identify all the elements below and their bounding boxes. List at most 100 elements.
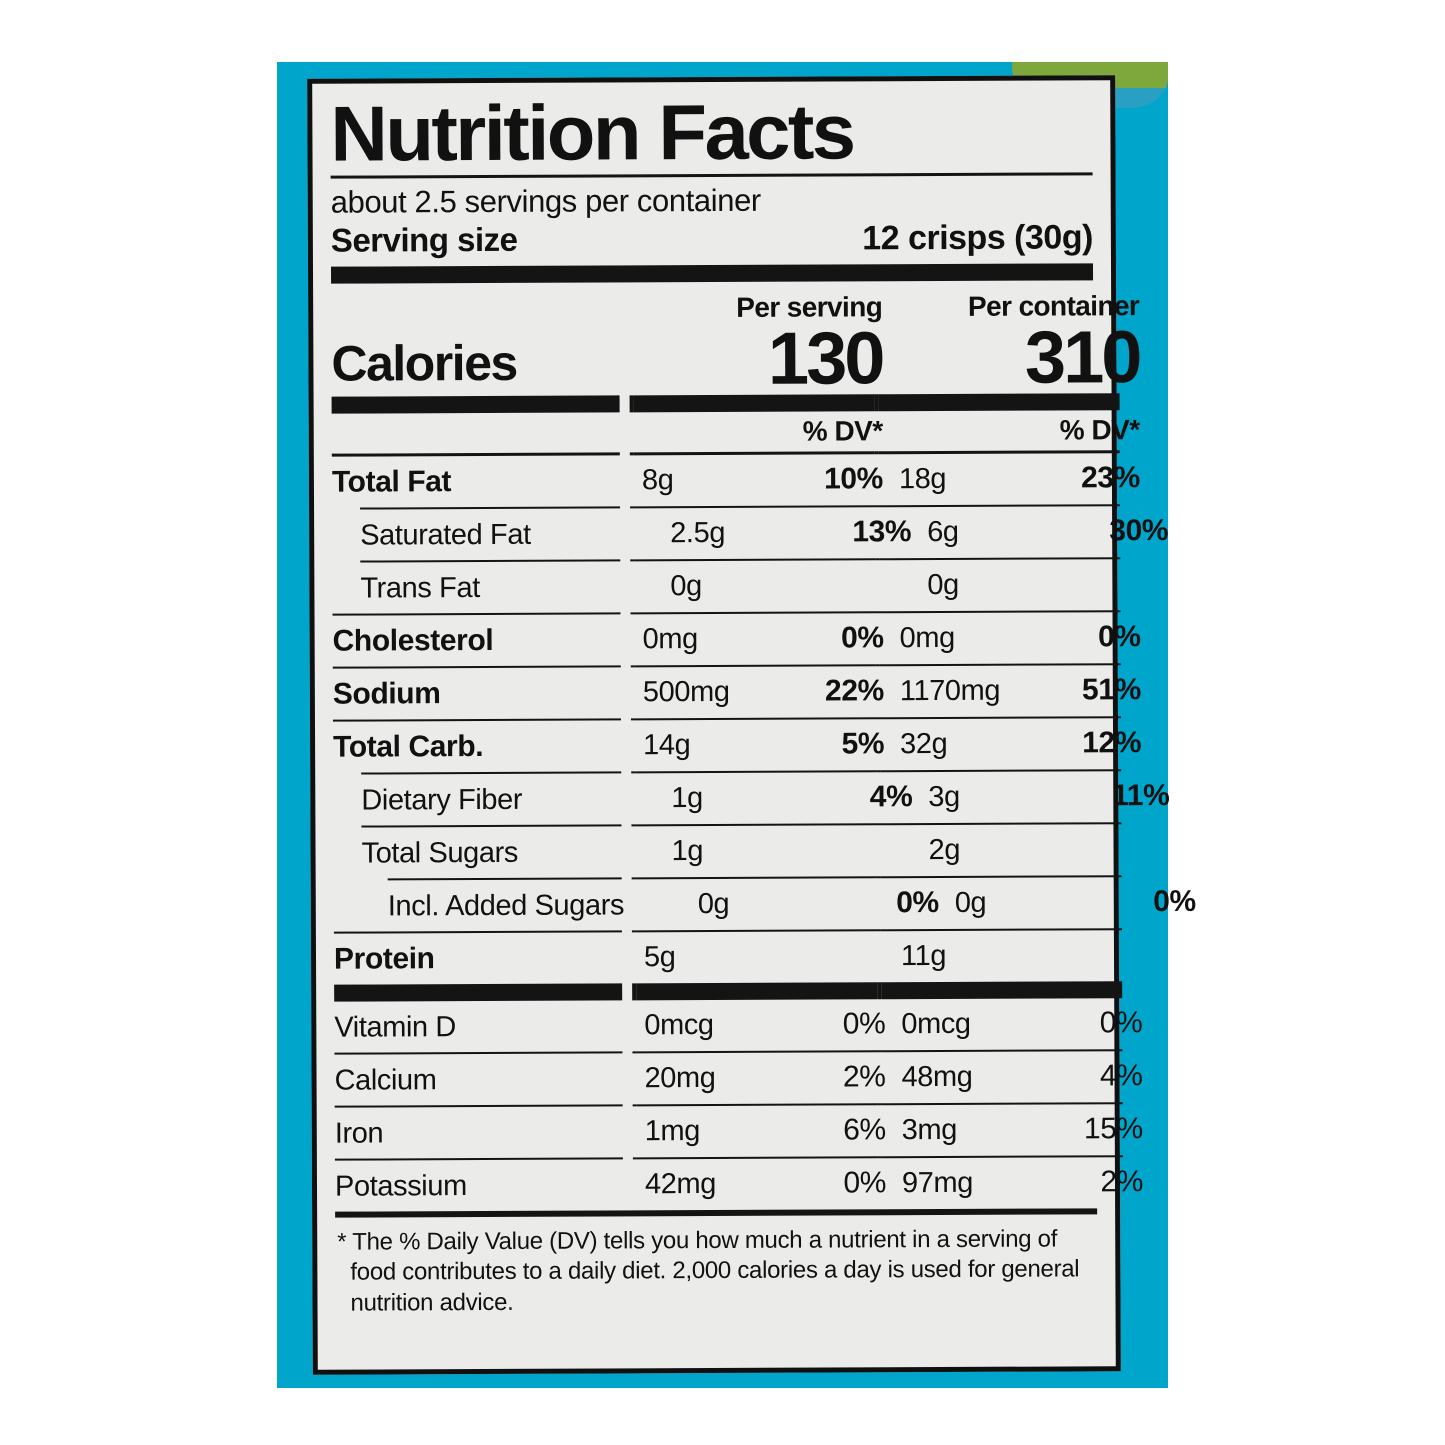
calories-label: Calories: [331, 334, 517, 392]
nutrient-per-container-cell: 11g: [893, 939, 1146, 973]
nutrient-daily-value: 11%: [1112, 779, 1170, 813]
nutrient-amount: 3g: [928, 781, 960, 814]
nutrient-name: Total Sugars: [361, 836, 519, 870]
nutrient-amount: 0mg: [642, 623, 698, 656]
nutrient-row: Cholesterol 0mg 0% 0mg 0%: [333, 612, 1141, 666]
nutrient-amount: 20mg: [644, 1062, 716, 1095]
nutrition-facts-label: Nutrition Facts about 2.5 servings per c…: [307, 75, 1196, 1375]
nutrient-name: Potassium: [334, 1169, 467, 1203]
nutrient-row: Sodium 500mg 22% 1170mg 51%: [332, 665, 1141, 719]
nutrient-daily-value: 2%: [842, 1060, 886, 1094]
nutrient-amount: 8g: [641, 464, 674, 497]
nutrient-name: Total Carb.: [333, 730, 484, 764]
calories-row: Calories 130 310: [331, 316, 1139, 401]
nutrient-daily-value: 0%: [840, 621, 884, 655]
calories-per-container-value: 310: [1024, 315, 1140, 400]
nutrient-per-serving-cell: 0mcg 0%: [636, 1007, 889, 1042]
nutrient-per-serving-cell: 1g: [663, 834, 916, 868]
calories-per-serving-value: 130: [767, 316, 883, 401]
page-title: Nutrition Facts: [330, 87, 854, 178]
nutrient-name: Calcium: [334, 1063, 437, 1097]
nutrient-daily-value: 4%: [869, 780, 913, 814]
nutrient-per-serving-cell: 0g: [662, 569, 915, 603]
nutrient-name: Trans Fat: [360, 571, 480, 605]
nutrient-per-serving-cell: 0g 0%: [690, 886, 943, 921]
nutrient-daily-value: 5%: [841, 727, 885, 761]
column-headers-row: Per serving Per container: [331, 287, 1139, 326]
nutrient-amount: 11g: [900, 939, 947, 972]
nutrient-row: Protein 5g 11g: [334, 930, 1096, 984]
dv-header-per-container: % DV*: [1059, 413, 1140, 446]
nutrient-name: Saturated Fat: [360, 518, 531, 552]
nutrient-daily-value: 23%: [1080, 461, 1140, 495]
nutrient-amount: 500mg: [642, 676, 730, 709]
nutrient-per-serving-cell: 1g 4%: [663, 780, 916, 815]
nutrient-amount: 1g: [671, 834, 704, 867]
nutrient-daily-value: 30%: [1109, 514, 1169, 548]
nutrient-amount: 2g: [928, 833, 961, 866]
nutrient-per-serving-cell: 5g: [636, 940, 889, 974]
nutrient-per-serving-cell: 1mg 6%: [637, 1113, 890, 1148]
nutrient-name: Sodium: [332, 677, 441, 711]
nutrient-per-serving-cell: 8g 10%: [634, 462, 887, 497]
nutrient-amount: 32g: [900, 728, 948, 761]
nutrient-amount: 1g: [671, 782, 703, 815]
nutrient-amount: 0g: [697, 888, 730, 921]
nutrient-per-container-cell: 0mg 0%: [892, 620, 1145, 655]
nutrient-daily-value: 22%: [824, 674, 884, 708]
nutrient-amount: 0mcg: [644, 1009, 714, 1042]
nutrient-row: Total Fat 8g 10% 18g 23%: [331, 453, 1140, 507]
nutrient-amount: 5g: [643, 940, 676, 974]
nutrient-per-serving-cell: 20mg 2%: [636, 1060, 889, 1095]
serving-size-thick-divider: [330, 263, 1094, 285]
nutrient-amount: 18g: [898, 463, 947, 496]
nutrient-row: Saturated Fat 2.5g 13% 6g 30%: [332, 506, 1168, 560]
nutrient-amount: 2.5g: [670, 517, 726, 550]
nutrient-daily-value: 13%: [852, 515, 912, 549]
nutrient-per-container-cell: 2g: [920, 833, 1173, 867]
nutrient-daily-value: 0%: [842, 1007, 886, 1041]
nutrient-amount: 0mg: [899, 622, 955, 655]
nutrient-amount: 3mg: [901, 1114, 958, 1147]
nutrient-row: Calcium 20mg 2% 48mg 4%: [334, 1051, 1142, 1105]
nutrient-row: Trans Fat 0g 0g: [332, 559, 1094, 613]
nutrient-per-container-cell: 0mcg 0%: [893, 1006, 1146, 1041]
serving-size-label: Serving size: [330, 221, 518, 260]
nutrient-per-container-cell: 3mg 15%: [894, 1112, 1147, 1147]
nutrient-daily-value: 0%: [896, 886, 939, 920]
calories-thick-divider: [331, 392, 1120, 414]
nutrient-amount: 0g: [927, 568, 959, 601]
nutrient-daily-value: 0%: [1099, 1006, 1143, 1040]
nutrient-amount: 0g: [670, 569, 702, 602]
nutrient-amount: 48mg: [901, 1061, 973, 1094]
nutrient-per-container-cell: 0g: [919, 568, 1172, 602]
daily-value-footnote: * The % Daily Value (DV) tells you how m…: [337, 1225, 1080, 1317]
nutrient-daily-value: 12%: [1082, 726, 1142, 760]
nutrient-row: Total Carb. 14g 5% 32g 12%: [333, 718, 1141, 772]
nutrient-name: Total Fat: [331, 465, 452, 499]
nutrient-per-serving-cell: 0mg 0%: [635, 621, 888, 656]
nutrient-daily-value: 6%: [843, 1113, 886, 1147]
nutrient-per-container-cell: 3g 11%: [920, 779, 1173, 814]
nutrient-daily-value: 0%: [843, 1166, 887, 1200]
micronutrient-table: Vitamin D 0mcg 0% 0mcg 0% Calcium 20mg 2% 48mg 4%…: [334, 998, 1143, 1211]
nutrient-row: Dietary Fiber 1g 4% 3g 11%: [333, 771, 1169, 825]
nutrient-daily-value: 10%: [823, 462, 884, 496]
nutrient-amount: 97mg: [901, 1167, 974, 1200]
serving-size-value: 12 crisps (30g): [862, 218, 1093, 258]
nutrient-per-serving-cell: 14g 5%: [635, 727, 888, 762]
nutrient-name: Protein: [333, 942, 435, 976]
nutrient-daily-value: 51%: [1081, 673, 1141, 707]
nutrient-amount: 0g: [954, 887, 987, 920]
nutrient-row: Iron 1mg 6% 3mg 15%: [334, 1104, 1143, 1158]
row-divider: [334, 980, 1123, 1002]
nutrient-daily-value: 4%: [1099, 1059, 1143, 1093]
nutrient-per-container-cell: 97mg 2%: [894, 1165, 1147, 1200]
nutrient-per-container-cell: 1170mg 51%: [892, 673, 1145, 708]
nutrient-per-serving-cell: 42mg 0%: [637, 1166, 890, 1201]
nutrient-name: Iron: [334, 1117, 384, 1150]
nutrient-amount: 1mg: [644, 1115, 701, 1148]
nutrient-daily-value: 2%: [1100, 1165, 1144, 1199]
servings-per-container: about 2.5 servings per container: [330, 183, 761, 221]
nutrient-amount: 14g: [643, 729, 691, 762]
